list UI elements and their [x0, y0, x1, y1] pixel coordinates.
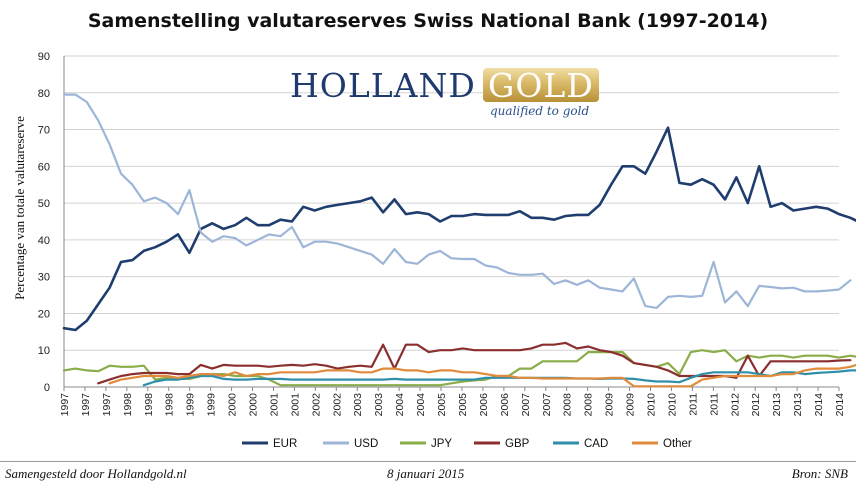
y-tick-label: 70 — [38, 125, 50, 137]
x-tick-label: 2014 — [813, 393, 825, 417]
y-tick-label: 90 — [38, 51, 50, 63]
y-tick-label: 10 — [38, 345, 50, 357]
legend-label: USD — [354, 438, 378, 450]
x-tick-label: 2002 — [331, 393, 343, 417]
x-tick-label: 2012 — [729, 393, 741, 417]
legend: EUR USD JPY GBP CAD Other — [242, 438, 692, 450]
y-tick-label: 30 — [38, 272, 50, 284]
y-axis-label: Percentage van totale valutareserve — [12, 116, 27, 300]
x-tick-label: 2000 — [248, 393, 260, 417]
legend-label: EUR — [273, 438, 297, 450]
x-tick-label: 2007 — [541, 393, 553, 417]
legend-item-gbp: GBP — [474, 438, 530, 450]
x-tick-label: 1997 — [59, 393, 71, 417]
x-tick-label: 1999 — [185, 393, 197, 417]
legend-label: Other — [663, 438, 692, 450]
legend-item-usd: USD — [323, 438, 378, 450]
x-tick-label: 2000 — [227, 393, 239, 417]
y-tick-label: 0 — [44, 382, 50, 394]
x-tick-label: 2004 — [394, 393, 406, 417]
logo-word-holland: HOLLAND — [290, 66, 476, 105]
y-tick-label: 80 — [38, 88, 50, 100]
series-line-other — [108, 363, 856, 388]
x-tick-label: 2014 — [834, 393, 846, 417]
y-tick-label: 40 — [38, 235, 50, 247]
x-tick-label: 1998 — [143, 393, 155, 417]
y-axis: 0 10 20 30 40 50 60 70 80 90 — [38, 51, 65, 394]
x-tick-label: 2001 — [289, 393, 301, 417]
footer-date: 8 januari 2015 — [387, 466, 465, 481]
x-tick-label: 2010 — [666, 393, 678, 417]
x-tick-label: 2002 — [310, 393, 322, 417]
x-tick-label: 1998 — [164, 393, 176, 417]
series-line-eur — [62, 126, 856, 332]
legend-label: GBP — [505, 438, 530, 450]
x-tick-label: 2008 — [583, 393, 595, 417]
legend-item-other: Other — [632, 438, 692, 450]
x-tick-label: 2012 — [750, 393, 762, 417]
x-tick-label: 1998 — [122, 393, 134, 417]
logo-word-gold: GOLD — [488, 66, 594, 105]
y-tick-label: 50 — [38, 198, 50, 210]
footer-source: Bron: SNB — [791, 466, 848, 481]
chart-title: Samenstelling valutareserves Swiss Natio… — [87, 10, 769, 32]
x-tick-label: 2001 — [268, 393, 280, 417]
x-tick-label: 2011 — [687, 393, 699, 416]
x-tick-label: 2009 — [625, 393, 637, 417]
x-tick-label: 1997 — [80, 393, 92, 417]
x-tick-label: 2008 — [562, 393, 574, 417]
series-lines — [62, 93, 856, 388]
x-tick-label: 1997 — [101, 393, 113, 417]
x-tick-label: 2005 — [436, 393, 448, 417]
legend-item-jpy: JPY — [400, 438, 452, 450]
legend-label: CAD — [584, 438, 608, 450]
x-tick-label: 2013 — [792, 393, 804, 417]
series-line-gbp — [97, 341, 852, 385]
x-tick-label: 2011 — [708, 393, 720, 416]
logo-tagline: qualified to gold — [490, 104, 590, 118]
x-tick-label: 1999 — [206, 393, 218, 417]
y-tick-label: 20 — [38, 308, 50, 320]
x-tick-label: 2009 — [604, 393, 616, 417]
x-tick-label: 2013 — [771, 393, 783, 417]
hollandgold-logo: HOLLAND GOLD qualified to gold — [290, 68, 602, 122]
x-tick-label: 2007 — [520, 393, 532, 417]
x-tick-label: 2010 — [645, 393, 657, 417]
legend-item-cad: CAD — [553, 438, 608, 450]
logo-gold-background — [483, 68, 599, 102]
x-axis: 1997 1997 1997 1998 1998 1998 1999 1999 2000 2000… — [59, 386, 846, 417]
footer-divider — [0, 461, 856, 462]
series-line-usd — [62, 93, 852, 309]
x-tick-label: 2003 — [373, 393, 385, 417]
x-tick-label: 2003 — [352, 393, 364, 417]
x-tick-label: 2004 — [415, 393, 427, 417]
x-tick-label: 2006 — [499, 393, 511, 417]
x-tick-label: 2005 — [457, 393, 469, 417]
x-tick-label: 2006 — [478, 393, 490, 417]
y-tick-label: 60 — [38, 161, 50, 173]
legend-label: JPY — [431, 438, 452, 450]
legend-item-eur: EUR — [242, 438, 297, 450]
footer-credit: Samengesteld door Hollandgold.nl — [5, 466, 187, 481]
series-line-cad — [142, 369, 856, 387]
